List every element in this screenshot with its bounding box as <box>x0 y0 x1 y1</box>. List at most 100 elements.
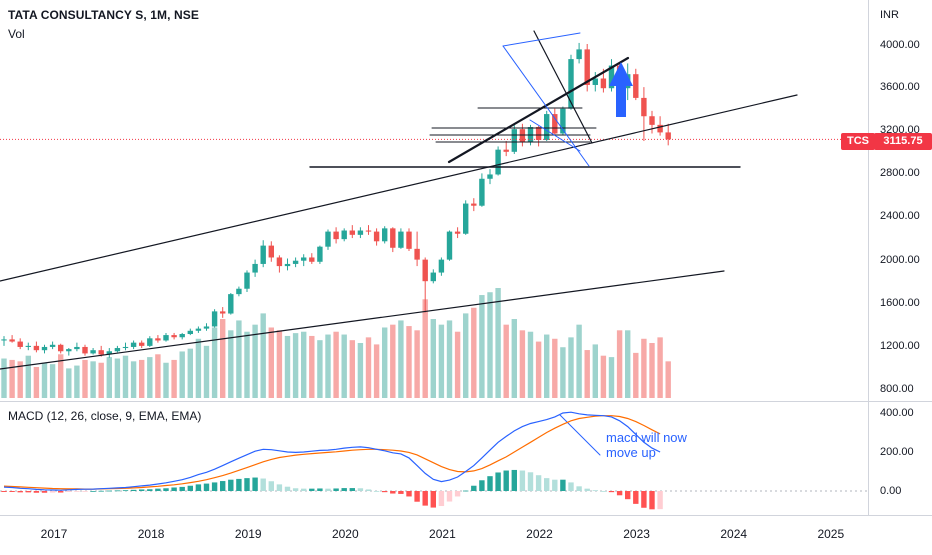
volume-bar <box>592 344 598 398</box>
candle-body <box>406 231 412 249</box>
macd-histogram-bar <box>357 488 364 491</box>
candle-body <box>503 149 509 152</box>
volume-bar <box>244 331 250 398</box>
volume-bar <box>122 355 129 398</box>
volume-bar <box>625 330 631 398</box>
candle-body <box>155 338 161 341</box>
macd-histogram-bar <box>333 488 339 491</box>
candle-body <box>106 351 112 355</box>
macd-histogram-bar <box>422 491 428 506</box>
volume-bar <box>454 331 461 398</box>
candle-body <box>1 339 7 341</box>
volume-bar <box>114 358 121 398</box>
time-axis-label: 2019 <box>235 527 262 541</box>
volume-bar <box>25 355 31 398</box>
candle-body <box>584 49 590 85</box>
volume-bar <box>106 357 112 398</box>
macd-histogram-bar <box>228 479 234 491</box>
macd-line <box>3 411 661 491</box>
candle-body <box>163 335 169 341</box>
volume-bar <box>560 347 566 398</box>
macd-histogram-bar <box>58 491 64 493</box>
volume-bar <box>430 319 436 398</box>
macd-histogram-bar <box>414 491 420 502</box>
macd-histogram-bar <box>463 490 469 492</box>
blue-channel-line <box>529 119 581 152</box>
volume-bar <box>406 326 412 398</box>
volume-bar <box>139 359 145 398</box>
time-axis-label: 2021 <box>429 527 456 541</box>
macd-histogram-bar <box>195 484 202 491</box>
macd-histogram-bar <box>365 489 372 491</box>
candle-body <box>414 248 420 260</box>
macd-histogram-bar <box>25 491 31 493</box>
upper-channel-line <box>0 94 798 282</box>
macd-histogram-bar <box>552 479 558 491</box>
candle-body <box>17 341 23 347</box>
volume-bar <box>373 344 380 398</box>
macd-histogram-bar <box>106 490 112 492</box>
volume-bar <box>147 357 153 398</box>
macd-histogram-bar <box>203 483 210 491</box>
candle-body <box>649 116 655 125</box>
volume-bar <box>309 335 315 398</box>
candle-body <box>309 257 315 262</box>
volume-bar <box>220 319 226 398</box>
candle-body <box>519 129 526 143</box>
candle-body <box>179 334 185 338</box>
macd-histogram-bar <box>373 491 380 492</box>
macd-histogram-bar <box>130 489 137 491</box>
volume-bar <box>9 359 15 398</box>
volume-bar <box>260 313 266 398</box>
volume-bar <box>535 341 542 398</box>
macd-histogram-bar <box>301 488 307 491</box>
candle-body <box>228 294 234 314</box>
candle-body <box>284 263 291 267</box>
volume-bar <box>390 324 396 398</box>
candle-body <box>211 311 218 327</box>
candle-body <box>236 288 242 295</box>
candle-body <box>463 203 469 234</box>
volume-bar <box>171 359 177 398</box>
macd-histogram-bar <box>171 487 177 491</box>
macd-histogram-bar <box>454 491 461 497</box>
macd-histogram-bar <box>390 491 396 494</box>
volume-bar <box>236 320 242 398</box>
candle-body <box>244 272 250 289</box>
volume-label: Vol <box>8 27 25 41</box>
candle-body <box>341 230 347 240</box>
macd-histogram-bar <box>406 491 412 497</box>
price-tick: 2000.00 <box>880 254 920 266</box>
volume-bar <box>228 330 234 398</box>
candle-body <box>171 335 177 338</box>
macd-histogram-bar <box>600 491 607 492</box>
price-tick: 1600.00 <box>880 297 920 309</box>
time-axis-label: 2025 <box>817 527 844 541</box>
candle-body <box>608 65 615 89</box>
candle-body <box>349 230 355 235</box>
macd-histogram-bar <box>398 491 404 494</box>
macd-histogram-bar <box>211 482 218 491</box>
time-axis-label: 2020 <box>332 527 359 541</box>
candle-body <box>82 346 88 354</box>
volume-bar <box>1 358 7 398</box>
macd-tick: 200.00 <box>880 446 914 458</box>
macd-label: MACD (12, 26, close, 9, EMA, EMA) <box>8 409 202 423</box>
last-price-tag: 3115.75 <box>874 133 932 150</box>
volume-bar <box>519 330 526 398</box>
candle-body <box>9 339 15 342</box>
candle-body <box>325 231 331 247</box>
macd-histogram-bar <box>349 488 355 491</box>
volume-bar <box>292 333 299 398</box>
volume-bar <box>576 324 582 398</box>
candle-body <box>187 330 193 335</box>
macd-histogram-bar <box>592 490 598 492</box>
volume-bar <box>179 351 185 398</box>
volume-bar <box>284 335 291 398</box>
volume-bar <box>317 340 323 398</box>
volume-bar <box>649 343 655 398</box>
candle-body <box>90 350 96 354</box>
macd-histogram-bar <box>17 491 23 493</box>
